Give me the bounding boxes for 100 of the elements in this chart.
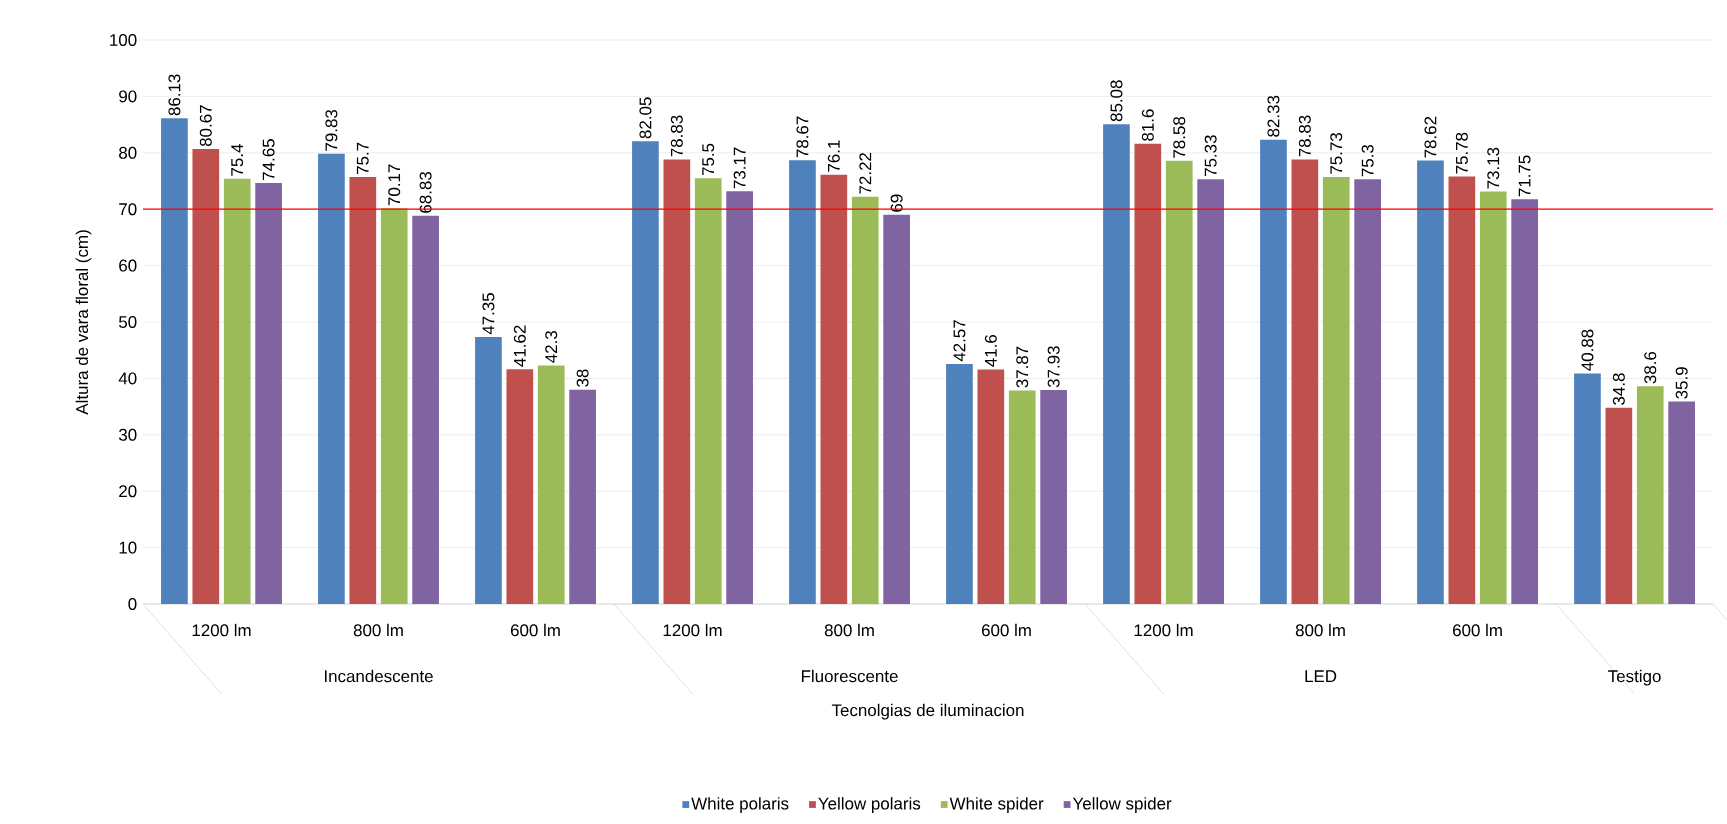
legend-label: White spider [949,797,1044,813]
data-label: 75.33 [1204,135,1217,177]
bar [1165,160,1193,604]
data-label: 78.58 [1173,116,1186,158]
bar [255,182,282,604]
bar [537,365,565,604]
text: Incandescente [324,669,433,683]
data-label: 69 [890,194,903,212]
bar [694,178,722,604]
y-tick-label: 100 [110,34,137,46]
data-label: 75.4 [231,144,244,176]
data-label: 82.05 [639,97,652,139]
data-label: 81.6 [1141,109,1154,141]
legend-label: White polaris [691,797,789,813]
bar [1354,179,1381,604]
data-label: 34.8 [1612,373,1625,405]
data-label: 75.7 [356,142,369,174]
data-label: 70.17 [388,164,401,206]
x-tick-label: 600 lm [510,623,560,637]
data-label: 42.3 [545,331,558,363]
bar [1448,176,1476,604]
data-label: 35.9 [1675,367,1688,399]
y-tick-label: 60 [119,259,137,272]
bar [726,191,753,604]
data-label: 76.1 [827,140,840,172]
y-tick-label: 20 [119,485,137,498]
text: LED [1305,670,1337,682]
bar [1417,160,1444,604]
bar [318,153,345,604]
legend-label: Yellow polaris [818,797,921,813]
data-label: 75.3 [1361,144,1374,177]
text: Fluorescente [801,669,898,683]
bar [1636,386,1664,604]
bar [569,389,596,604]
data-label: 68.83 [419,171,432,213]
bar [1605,407,1633,604]
bar [1511,199,1538,604]
data-label: 75.78 [1455,132,1468,174]
data-label: 42.57 [953,320,966,362]
bar [1574,373,1601,604]
data-label: 73.17 [733,147,746,189]
bar [380,208,408,604]
bar [349,177,377,604]
bar [883,214,910,604]
x-tick-label: 600 lm [1452,623,1502,637]
y-tick-label: 40 [118,372,137,385]
bar [223,178,251,604]
bar [1668,401,1695,604]
data-label: 74.65 [262,139,275,180]
bar [946,363,973,604]
bar [161,118,188,604]
data-label: 78.62 [1424,116,1437,158]
data-label: 80.67 [199,105,212,147]
bar [1322,176,1350,604]
legend-label: Yellow spider [1072,797,1172,813]
data-label: 37.87 [1016,346,1029,388]
text: Testigo [1608,669,1661,686]
data-label: 38.6 [1644,351,1657,384]
bar [1103,124,1130,604]
x-tick-label: 1200 lm [1134,623,1193,637]
data-label: 41.6 [984,334,997,367]
bar [1291,159,1319,604]
y-tick-label: 0 [128,598,137,610]
data-label: 71.75 [1518,155,1531,197]
y-tick-label: 30 [118,428,137,441]
data-label: 75.5 [702,143,715,176]
bar [789,160,816,604]
bar [820,174,848,604]
bar [412,215,439,604]
data-label: 79.83 [325,109,338,151]
bar [851,196,879,604]
x-axis-title: Tecnolgias de iluminacion [831,703,1024,720]
data-label: 78.83 [670,115,683,157]
data-label: 73.13 [1487,147,1500,189]
bar [977,369,1005,604]
data-label: 40.88 [1581,329,1594,371]
bar [506,369,534,604]
y-tick-label: 90 [119,90,137,103]
data-label: 72.22 [859,152,872,194]
y-tick-label: 80 [119,146,137,159]
bar [475,336,502,604]
data-label: 38 [576,369,589,387]
bar [192,149,220,604]
x-tick-label: 1200 lm [663,623,722,637]
bar [1260,139,1287,604]
x-tick-label: 800 lm [1295,623,1345,637]
x-tick-label: 1200 lm [192,623,251,637]
data-label: 82.33 [1267,95,1280,137]
x-tick-label: 800 lm [824,623,874,637]
y-axis-title: Altura de vara floral (cm) [75,230,92,415]
data-label: 37.93 [1047,346,1060,388]
data-label: 75.73 [1330,133,1343,174]
y-tick-label: 70 [119,203,137,216]
data-label: 47.35 [482,293,495,335]
data-label: 78.83 [1298,115,1311,157]
data-label: 85.08 [1110,80,1123,122]
bar [1197,179,1224,604]
bar [1134,143,1162,604]
x-tick-label: 800 lm [353,623,403,637]
bar [663,159,691,604]
